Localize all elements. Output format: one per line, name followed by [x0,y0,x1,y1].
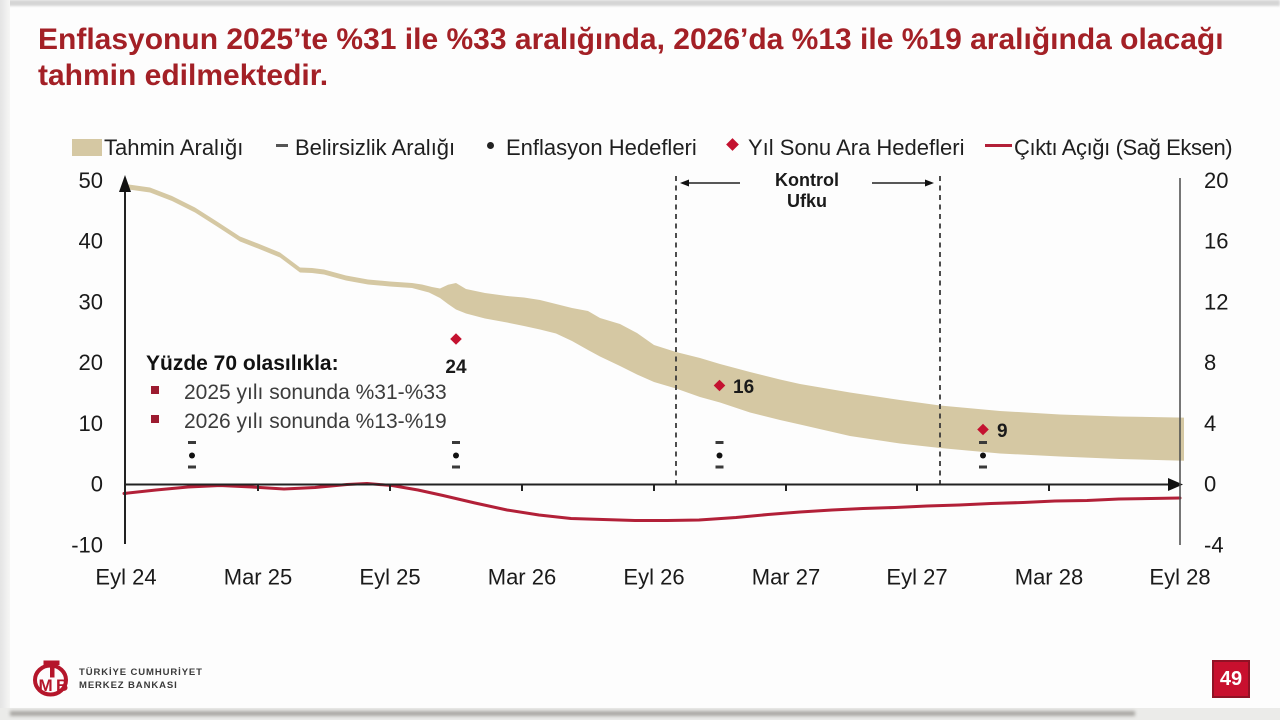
svg-text:Mar 27: Mar 27 [752,565,820,590]
svg-text:Ufku: Ufku [787,191,827,211]
svg-text:MERKEZ BANKASI: MERKEZ BANKASI [79,680,178,691]
svg-text:12: 12 [1204,289,1228,314]
svg-text:40: 40 [79,229,103,254]
svg-text:20: 20 [1204,168,1228,193]
svg-text:M: M [39,676,53,695]
svg-text:50: 50 [79,168,103,193]
svg-text:Eyl 27: Eyl 27 [886,565,947,590]
svg-text:30: 30 [79,289,103,314]
svg-text:4: 4 [1204,411,1216,436]
svg-text:-4: -4 [1204,532,1224,557]
svg-text:9: 9 [997,421,1008,442]
svg-text:16: 16 [733,377,754,398]
svg-text:Eyl 26: Eyl 26 [623,565,684,590]
svg-text:Eyl 24: Eyl 24 [95,565,156,590]
svg-text:Mar 26: Mar 26 [488,565,556,590]
svg-text:0: 0 [91,472,103,497]
svg-text:0: 0 [1204,472,1216,497]
svg-text:8: 8 [1204,350,1216,375]
svg-text:24: 24 [445,357,467,378]
svg-text:-10: -10 [71,532,103,557]
svg-text:B: B [56,676,68,695]
svg-text:Eyl 25: Eyl 25 [359,565,420,590]
svg-text:Mar 25: Mar 25 [224,565,292,590]
svg-text:Eyl 28: Eyl 28 [1149,565,1210,590]
svg-text:20: 20 [79,350,103,375]
svg-text:10: 10 [79,411,103,436]
svg-text:Kontrol: Kontrol [775,170,839,190]
svg-text:Mar 28: Mar 28 [1015,565,1083,590]
svg-text:16: 16 [1204,229,1228,254]
svg-text:TÜRKİYE CUMHURİYET: TÜRKİYE CUMHURİYET [79,667,203,678]
